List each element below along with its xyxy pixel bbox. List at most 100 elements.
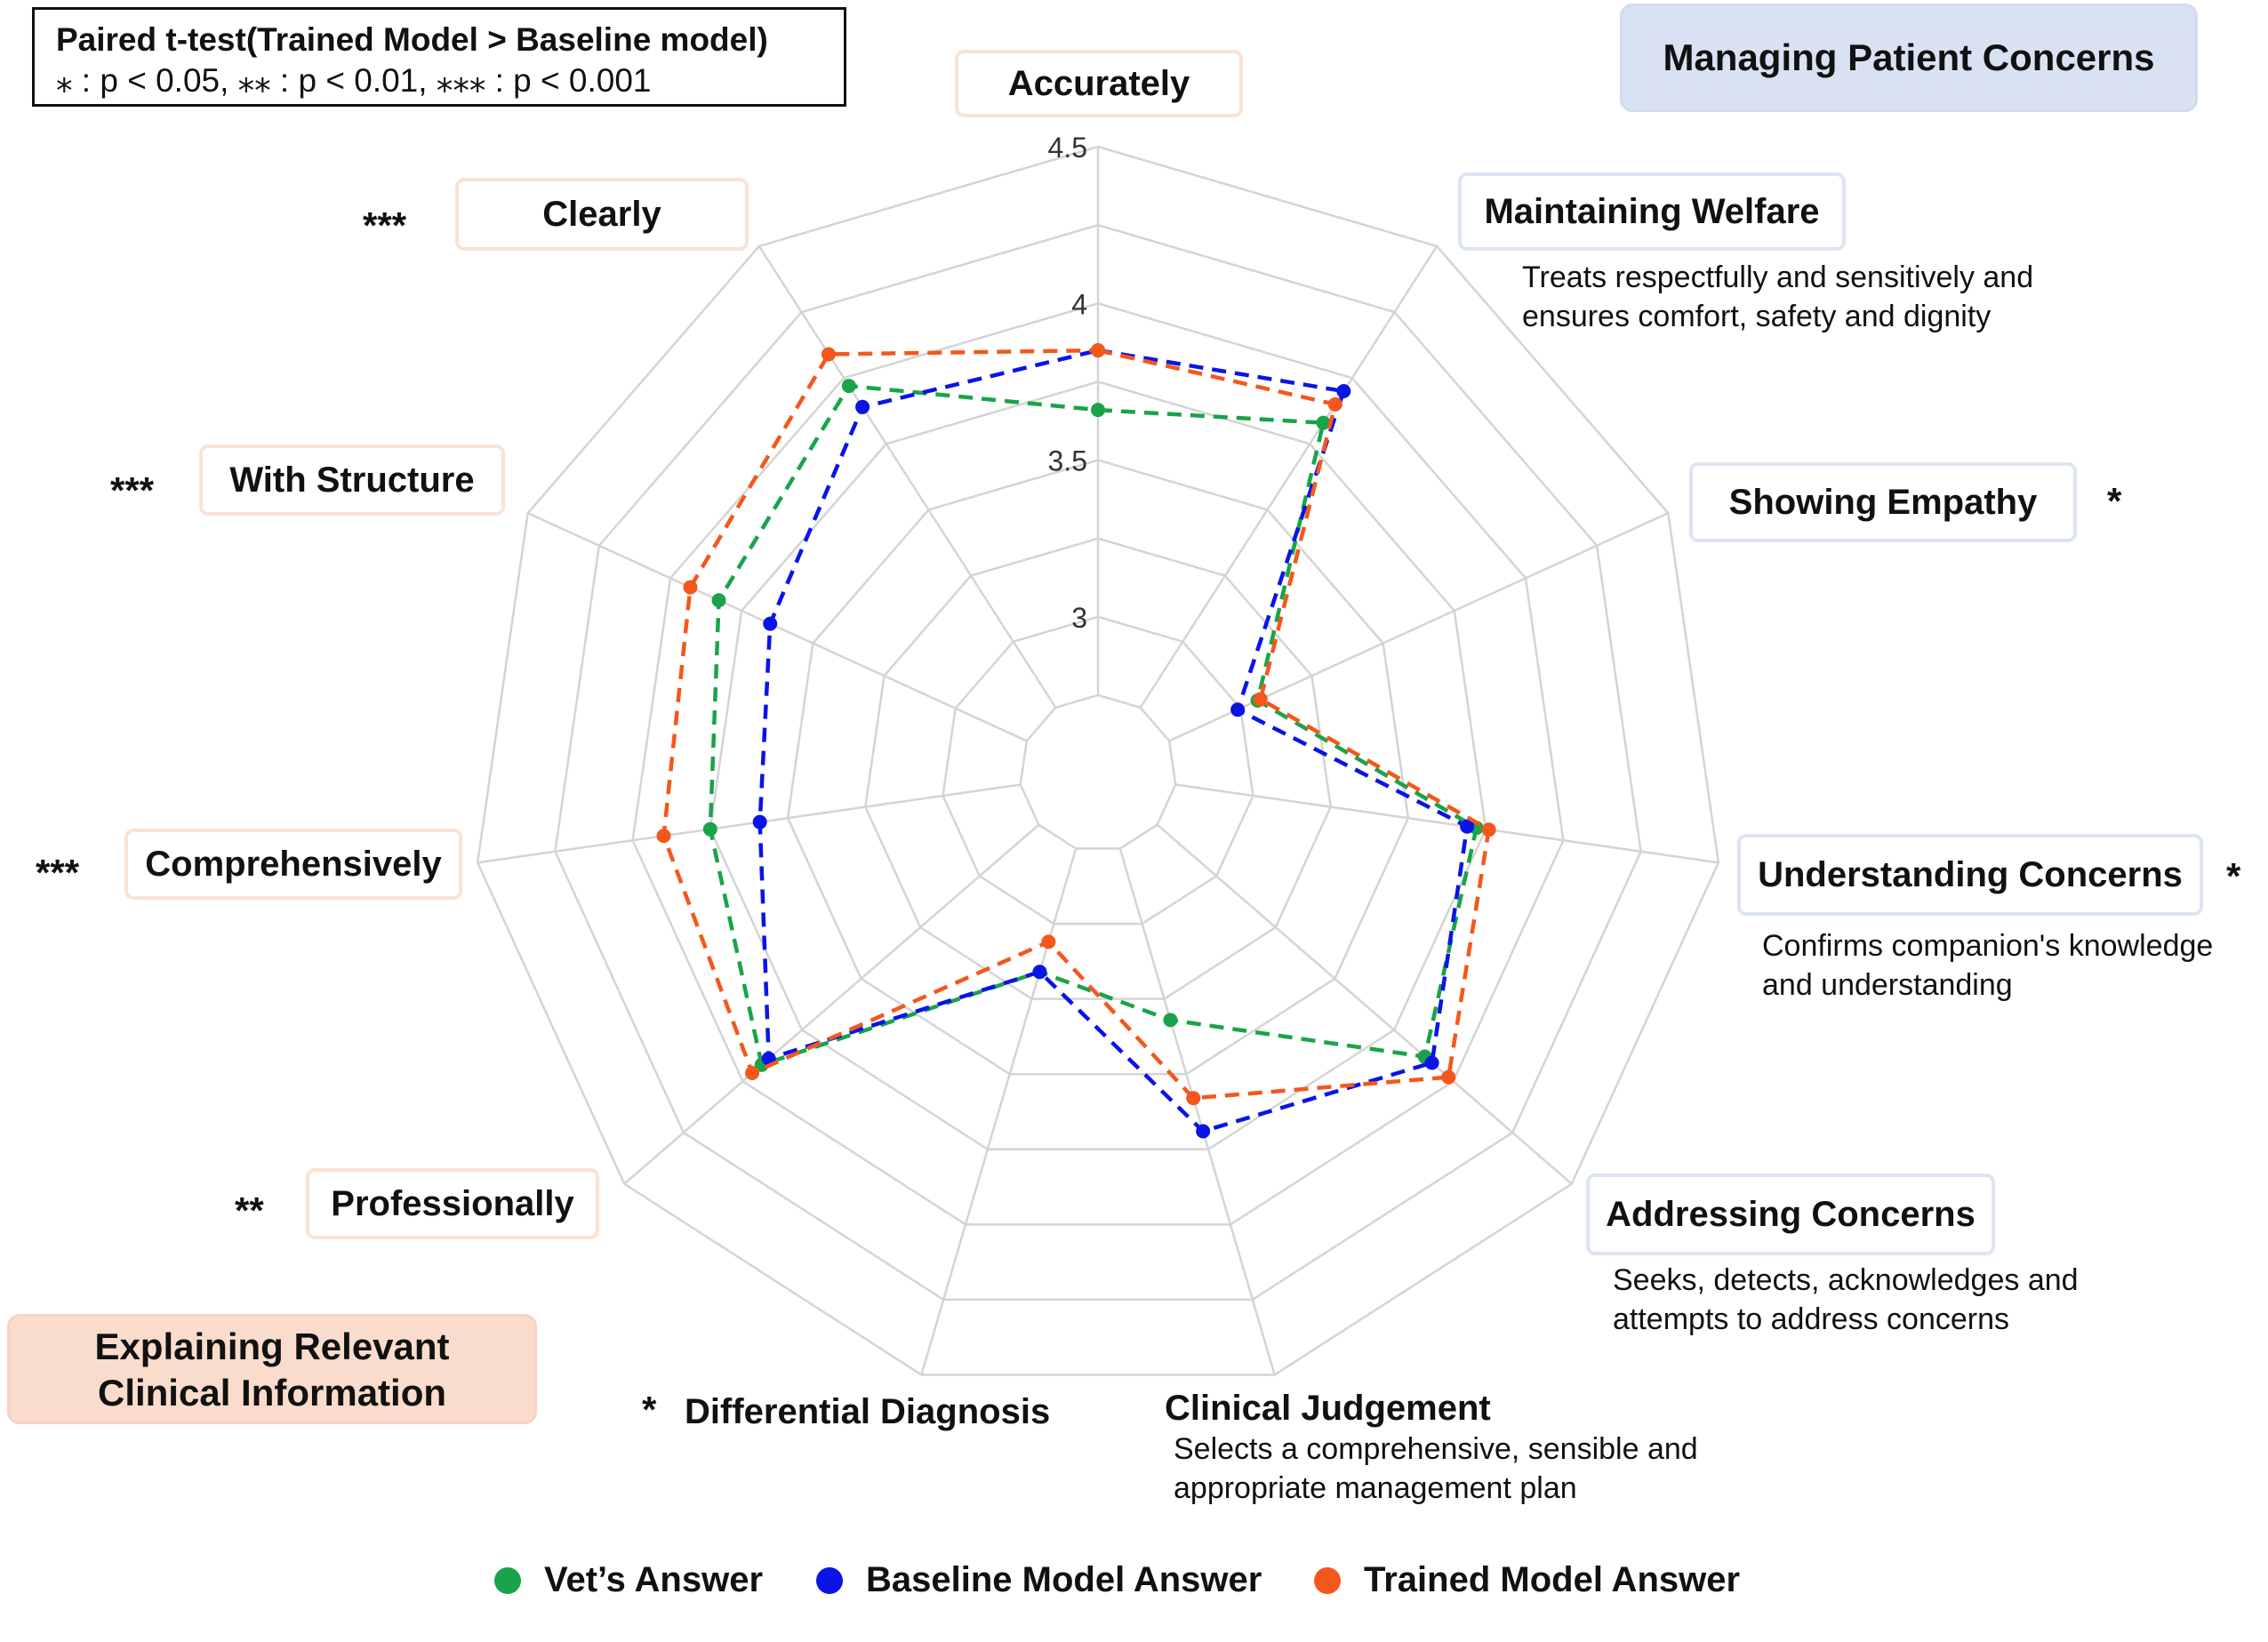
axis-label-clinical-judgement: Clinical Judgement [1165, 1389, 1491, 1428]
grid-ring [864, 537, 1332, 1000]
series-point-1-8 [752, 814, 767, 829]
grid-ring [476, 145, 1720, 1376]
sig-showing-empathy: * [2107, 480, 2122, 522]
series-line-1 [757, 348, 1470, 1134]
series-point-1-2 [1230, 702, 1246, 717]
legend-title: Paired t-test(Trained Model > Baseline m… [56, 21, 768, 58]
grid-ring [942, 615, 1254, 925]
sig-with-structure: *** [110, 469, 155, 511]
significance-legend: Paired t-test(Trained Model > Baseline m… [32, 7, 846, 107]
legend-item-trained: Trained Model Answer [1314, 1560, 1740, 1600]
legend-item-baseline: Baseline Model Answer [816, 1560, 1262, 1600]
grid-ring [709, 380, 1487, 1151]
desc-welfare-line2: ensures comfort, safety and dignity [1522, 300, 1992, 333]
legend-label-trained: Trained Model Answer [1364, 1560, 1741, 1599]
series-point-2-0 [1091, 343, 1105, 358]
sig-professionally: ** [235, 1189, 264, 1231]
grid-spoke [623, 823, 1040, 1185]
grid-ring [554, 223, 1642, 1302]
axis-label-clearly: Clearly [455, 178, 749, 251]
tick-label: 3 [1071, 602, 1087, 634]
radar-series [656, 343, 1496, 1139]
series-point-2-4 [1441, 1069, 1456, 1085]
sig-clearly: *** [363, 204, 407, 246]
grid-spoke [1156, 823, 1573, 1185]
series-point-0-8 [702, 821, 717, 837]
tick-label: 4.5 [1048, 132, 1087, 164]
sig-comprehensively: *** [36, 852, 80, 893]
axis-label-accurately: Accurately [955, 50, 1243, 117]
series-point-1-4 [1424, 1055, 1439, 1070]
series-point-1-5 [1196, 1124, 1211, 1139]
series-point-0-1 [1316, 415, 1331, 430]
legend-significance: ⁎ : p < 0.05, ⁎⁎ : p < 0.01, ⁎⁎⁎ : p < 0… [56, 62, 652, 99]
desc-understanding-line2: and understanding [1762, 968, 2013, 1002]
axis-desc-understanding-concerns: Confirms companion's knowledge and under… [1762, 926, 2213, 1005]
legend-dot-trained [1314, 1566, 1341, 1594]
desc-addressing-line2: attempts to address concerns [1613, 1302, 2010, 1336]
grid-spoke [757, 245, 1057, 709]
group-clinical-line2: Clinical Information [97, 1372, 447, 1414]
sig-understanding-concerns: * [2226, 855, 2241, 897]
group-managing-patient-concerns: Managing Patient Concerns [1620, 4, 2198, 112]
grid-ring [786, 459, 1410, 1076]
series-point-2-3 [1481, 822, 1496, 837]
series-point-2-8 [656, 829, 671, 844]
legend-label-vet: Vet’s Answer [544, 1560, 764, 1599]
grid-spoke [477, 783, 1021, 864]
axis-label-with-structure: With Structure [199, 445, 505, 516]
group-explaining-clinical-info: Explaining Relevant Clinical Information [7, 1314, 537, 1424]
series-point-0-10 [841, 379, 856, 394]
series-point-2-6 [1041, 934, 1056, 949]
grid-spoke [1175, 783, 1719, 864]
grid-ring [1019, 693, 1177, 850]
legend-item-vet: Vet’s Answer [494, 1560, 763, 1600]
series-point-1-6 [1032, 965, 1047, 980]
series-point-1-3 [1460, 819, 1475, 834]
series-point-2-5 [1186, 1091, 1201, 1106]
axis-desc-addressing-concerns: Seeks, detects, acknowledges and attempt… [1613, 1261, 2079, 1339]
group-patient-label: Managing Patient Concerns [1663, 36, 2155, 78]
group-clinical-line1: Explaining Relevant [94, 1326, 450, 1367]
series-point-2-1 [1327, 396, 1342, 412]
axis-label-professionally: Professionally [306, 1168, 599, 1239]
desc-judgement-line1: Selects a comprehensive, sensible and [1174, 1432, 1698, 1466]
series-point-2-7 [745, 1066, 760, 1081]
series-point-1-9 [763, 616, 778, 631]
axis-label-showing-empathy: Showing Empathy [1689, 462, 2077, 542]
series-point-1-1 [1336, 384, 1351, 399]
axis-label-differential-diagnosis: Differential Diagnosis [685, 1392, 1051, 1431]
axis-label-comprehensively: Comprehensively [124, 829, 462, 900]
legend-dot-baseline [816, 1566, 843, 1594]
grid-spoke [1118, 848, 1276, 1375]
series-point-0-0 [1091, 403, 1105, 418]
series-point-2-2 [1253, 692, 1268, 707]
desc-understanding-line1: Confirms companion's knowledge [1762, 929, 2214, 963]
grid-ring [631, 301, 1565, 1226]
axis-desc-maintaining-welfare: Treats respectfully and sensitively and … [1522, 258, 2033, 336]
sig-differential-diagnosis: * [642, 1389, 657, 1430]
radar-tick-labels: 3 3.5 4 4.5 [1048, 132, 1087, 634]
series-point-0-9 [711, 593, 726, 608]
desc-judgement-line2: appropriate management plan [1174, 1471, 1577, 1505]
grid-spoke [920, 848, 1078, 1375]
series-point-2-9 [683, 580, 698, 595]
tick-label: 3.5 [1048, 445, 1087, 477]
grid-spoke [527, 511, 1028, 742]
series-line-0 [708, 383, 1479, 1068]
series-line-2 [661, 348, 1492, 1101]
axis-label-addressing-concerns: Addressing Concerns [1586, 1173, 1995, 1255]
grid-spoke [1139, 245, 1439, 709]
legend-dot-vet [494, 1566, 521, 1594]
axis-label-maintaining-welfare: Maintaining Welfare [1458, 172, 1846, 251]
desc-addressing-line1: Seeks, detects, acknowledges and [1613, 1263, 2079, 1297]
legend-label-baseline: Baseline Model Answer [866, 1560, 1262, 1599]
series-point-1-10 [855, 399, 870, 414]
axis-label-understanding-concerns: Understanding Concerns [1737, 834, 2203, 916]
axis-desc-clinical-judgement: Selects a comprehensive, sensible and ap… [1174, 1430, 1698, 1508]
desc-welfare-line1: Treats respectfully and sensitively and [1522, 260, 2034, 294]
series-point-2-10 [821, 347, 836, 362]
series-point-0-5 [1163, 1013, 1178, 1028]
tick-label: 4 [1071, 288, 1087, 320]
